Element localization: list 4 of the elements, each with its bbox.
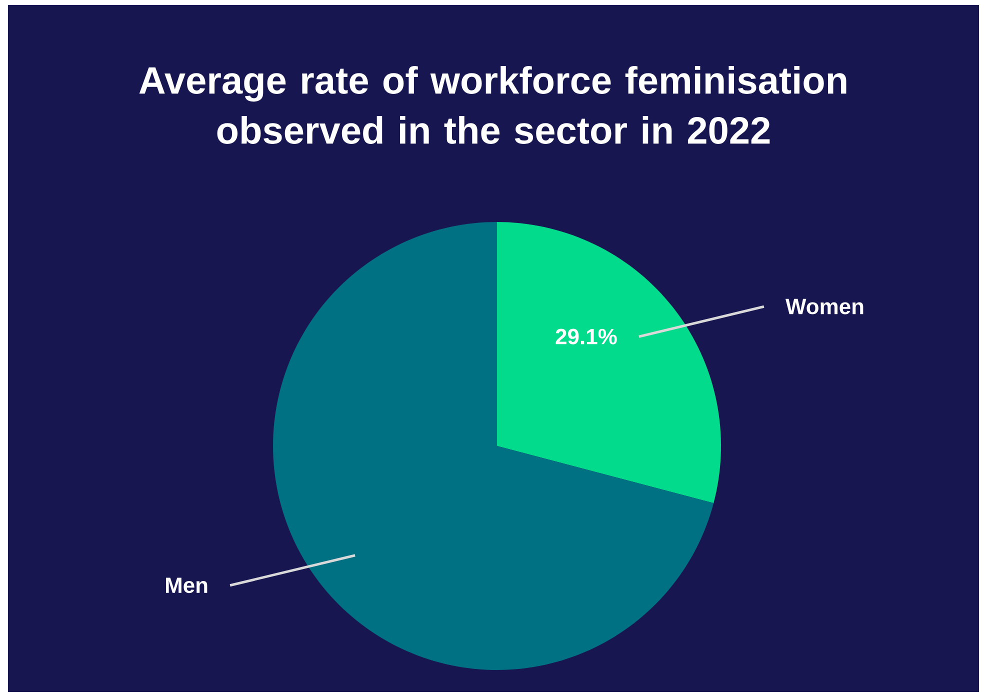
chart-title: Average rate of workforce feminisation observed in the sector in 2022 bbox=[139, 66, 846, 144]
data-label: 29.1% bbox=[556, 328, 617, 344]
slice-label: Women bbox=[786, 298, 864, 314]
slice-label: Men bbox=[166, 578, 208, 594]
